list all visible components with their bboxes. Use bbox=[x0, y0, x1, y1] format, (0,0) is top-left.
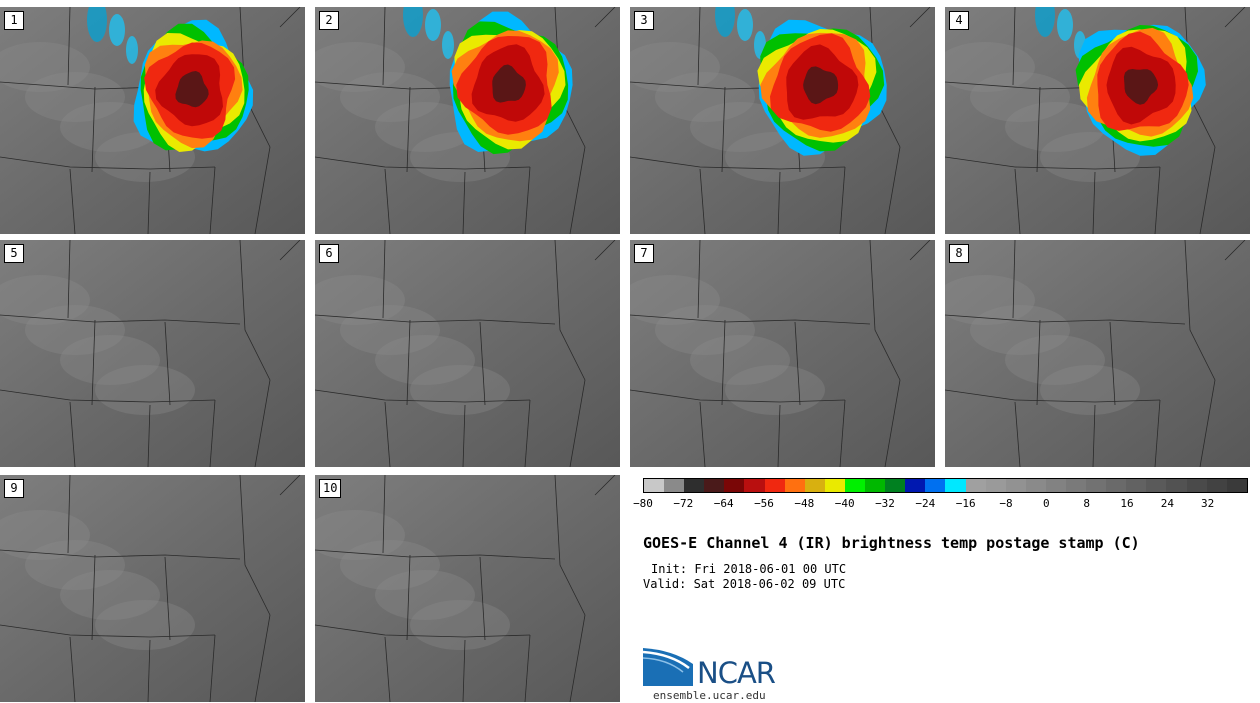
colorbar-swatch bbox=[664, 479, 685, 492]
colorbar-swatch bbox=[1226, 479, 1247, 492]
colorbar-swatch bbox=[1025, 479, 1046, 492]
panel-number-label: 9 bbox=[4, 479, 24, 498]
colorbar-tick-label: −64 bbox=[713, 497, 734, 510]
panel-number-label: 1 bbox=[4, 11, 24, 30]
satellite-panel: 10 bbox=[315, 475, 620, 702]
satellite-panel: 9 bbox=[0, 475, 305, 702]
panel-number-label: 7 bbox=[634, 244, 654, 263]
ir-satellite-image bbox=[315, 240, 620, 467]
satellite-panel: 2 bbox=[315, 7, 620, 234]
panel-number-label: 8 bbox=[949, 244, 969, 263]
ir-satellite-image bbox=[945, 7, 1250, 234]
colorbar-swatch bbox=[1005, 479, 1026, 492]
colorbar-swatch bbox=[804, 479, 825, 492]
colorbar-swatch bbox=[704, 479, 725, 492]
panel-number-label: 2 bbox=[319, 11, 339, 30]
colorbar-swatch bbox=[885, 479, 906, 492]
colorbar-tick-label: 16 bbox=[1120, 497, 1134, 510]
figure-title: GOES-E Channel 4 (IR) brightness temp po… bbox=[643, 534, 1140, 552]
ir-satellite-image bbox=[0, 7, 305, 234]
colorbar-swatch bbox=[824, 479, 845, 492]
colorbar-swatch bbox=[1086, 479, 1107, 492]
colorbar-swatch bbox=[1126, 479, 1147, 492]
satellite-panel: 5 bbox=[0, 240, 305, 467]
colorbar-swatch bbox=[1065, 479, 1087, 492]
panel-number-label: 3 bbox=[634, 11, 654, 30]
valid-time: Valid: Sat 2018-06-02 09 UTC bbox=[643, 577, 846, 591]
satellite-panel: 1 bbox=[0, 7, 305, 234]
colorbar-swatch bbox=[844, 479, 866, 492]
colorbar-swatch bbox=[925, 479, 946, 492]
colorbar-swatch bbox=[724, 479, 745, 492]
satellite-panel: 8 bbox=[945, 240, 1250, 467]
init-time: Init: Fri 2018-06-01 00 UTC bbox=[651, 562, 847, 576]
colorbar-swatch bbox=[1206, 479, 1227, 492]
colorbar-swatch bbox=[1106, 479, 1127, 492]
website-url: ensemble.ucar.edu bbox=[653, 689, 766, 702]
panel-number-label: 4 bbox=[949, 11, 969, 30]
ir-satellite-image bbox=[0, 475, 305, 702]
colorbar-swatch bbox=[784, 479, 805, 492]
ncar-logo-text: NCAR bbox=[697, 656, 776, 690]
ir-satellite-image bbox=[0, 240, 305, 467]
colorbar-swatch bbox=[1146, 479, 1167, 492]
colorbar-tick-label: 0 bbox=[1043, 497, 1050, 510]
colorbar-tick-label: −48 bbox=[794, 497, 815, 510]
colorbar-tick-label: 32 bbox=[1201, 497, 1215, 510]
colorbar-swatch bbox=[945, 479, 966, 492]
temperature-colorbar bbox=[643, 478, 1248, 493]
colorbar-swatch bbox=[1166, 479, 1187, 492]
satellite-panel: 7 bbox=[630, 240, 935, 467]
colorbar-tick-label: −24 bbox=[915, 497, 936, 510]
satellite-panel: 3 bbox=[630, 7, 935, 234]
colorbar-swatch bbox=[684, 479, 705, 492]
colorbar-tick-label: −80 bbox=[633, 497, 653, 510]
ncar-logo-icon bbox=[643, 648, 693, 686]
colorbar-tick-label: −16 bbox=[955, 497, 976, 510]
ir-satellite-image bbox=[315, 475, 620, 702]
colorbar-tick-label: −40 bbox=[834, 497, 855, 510]
colorbar-tick-label: 24 bbox=[1160, 497, 1174, 510]
colorbar-swatch bbox=[644, 479, 665, 492]
colorbar-tick-label: 8 bbox=[1083, 497, 1090, 510]
colorbar-swatch bbox=[744, 479, 765, 492]
colorbar-swatch bbox=[1186, 479, 1207, 492]
ir-satellite-image bbox=[630, 240, 935, 467]
colorbar-tick-label: −56 bbox=[754, 497, 774, 510]
colorbar-tick-labels: −80 −72 −64 −56 −48 −40 −32 −24 −16 −8 0 8 16 24 32 bbox=[633, 497, 1248, 511]
colorbar-tick-label: −72 bbox=[673, 497, 694, 510]
colorbar-swatch bbox=[905, 479, 926, 492]
colorbar-swatch bbox=[1045, 479, 1066, 492]
panel-number-label: 5 bbox=[4, 244, 24, 263]
satellite-panel: 6 bbox=[315, 240, 620, 467]
ir-satellite-image bbox=[630, 7, 935, 234]
colorbar-swatch bbox=[985, 479, 1006, 492]
colorbar-tick-label: −8 bbox=[999, 497, 1013, 510]
ir-satellite-image bbox=[945, 240, 1250, 467]
panel-number-label: 10 bbox=[319, 479, 342, 498]
panel-number-label: 6 bbox=[319, 244, 339, 263]
colorbar-swatch bbox=[764, 479, 785, 492]
colorbar-swatch bbox=[865, 479, 886, 492]
ir-satellite-image bbox=[315, 7, 620, 234]
satellite-panel: 4 bbox=[945, 7, 1250, 234]
colorbar-tick-label: −32 bbox=[875, 497, 895, 510]
colorbar-swatch bbox=[965, 479, 986, 492]
